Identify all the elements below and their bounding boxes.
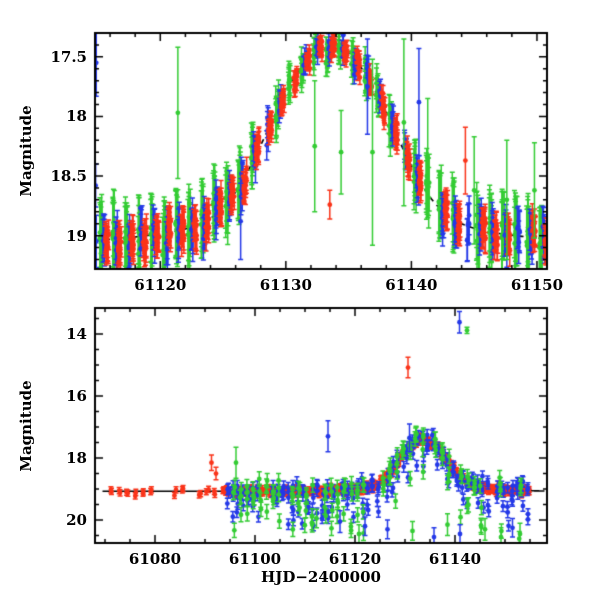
light-curve-figure: Magnitude Magnitude HJD−2400000 61120 611… — [0, 0, 600, 600]
light-curve-canvas — [0, 0, 600, 600]
